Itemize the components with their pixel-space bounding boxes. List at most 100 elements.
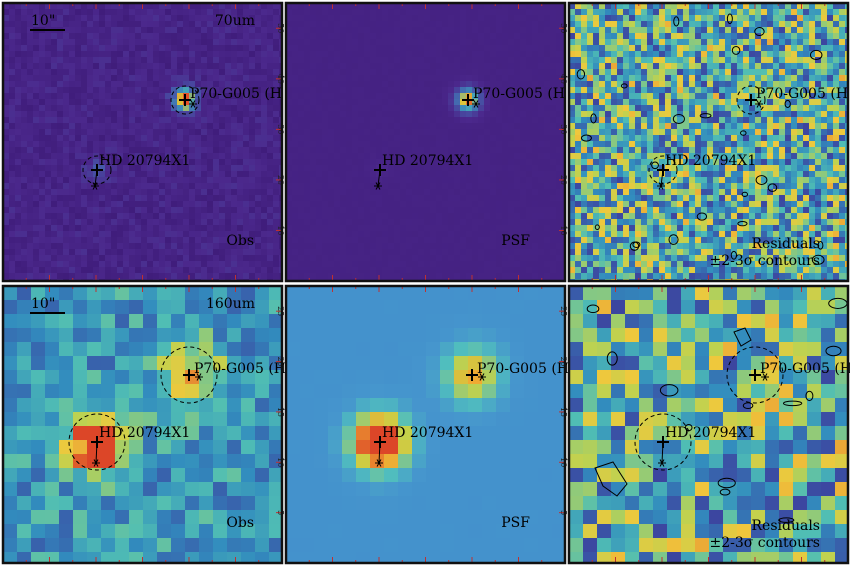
contour <box>809 49 823 61</box>
panel-border <box>284 1 567 283</box>
star-marker-secondary <box>472 100 480 108</box>
source-label-secondary: P70-G005 (H <box>473 86 565 102</box>
y-tick-label: 20 <box>559 175 568 185</box>
contour <box>651 161 659 170</box>
aperture-primary <box>634 413 692 471</box>
panel-sublabel: ±2-3σ contours <box>709 253 820 269</box>
y-tick-label: 25 <box>559 306 568 316</box>
contour <box>741 191 749 197</box>
contour <box>740 130 747 136</box>
plus-marker-secondary <box>462 94 474 106</box>
contour <box>811 254 825 265</box>
panel-sublabel: ±2-3σ contours <box>709 535 820 551</box>
contour <box>717 477 736 489</box>
plus-marker-secondary <box>466 369 478 381</box>
contour <box>594 224 600 230</box>
contour <box>825 345 842 357</box>
y-tick-label: 10 <box>276 457 285 467</box>
y-tick-label: 50 <box>559 23 568 33</box>
star-marker-secondary <box>189 100 197 108</box>
contour <box>778 517 795 523</box>
plus-marker-secondary <box>183 369 195 381</box>
y-tick-label: 30 <box>559 124 568 134</box>
image-pixels <box>3 286 282 563</box>
y-tick-label: 15 <box>276 407 285 417</box>
contour <box>784 99 791 109</box>
panel-border <box>567 1 850 283</box>
proper-motion-line <box>377 169 381 187</box>
contour <box>726 13 733 25</box>
y-tick-label: 25 <box>276 306 285 316</box>
panel-border <box>567 284 850 565</box>
plus-marker-secondary <box>179 94 191 106</box>
source-label-primary: HD 20794X1 <box>99 425 190 441</box>
band-label: 160um <box>206 296 255 312</box>
panel-psf-row1: 10 20 30 40 50 P70-G005 (H HD 20794X1 PSF <box>284 1 568 283</box>
panel-residual-row1: P70-G005 (H HD 20794X1 Residuals±2-3σ cont… <box>567 1 850 283</box>
contour <box>580 134 592 142</box>
y-tick-label: 40 <box>276 74 285 84</box>
contour <box>668 234 679 245</box>
star-marker-primary <box>374 182 382 190</box>
contour <box>594 461 628 497</box>
aperture-secondary <box>170 85 200 115</box>
source-label-secondary: P70-G005 (H <box>194 361 286 377</box>
panel-obs-row2: 5 10 15 20 25 P70-G005 (H HD 20794X1 Obs 10" 160u… <box>1 284 286 565</box>
aperture-secondary <box>160 346 218 404</box>
source-label-secondary: P70-G005 (H <box>477 361 569 377</box>
y-tick-label: 20 <box>276 175 285 185</box>
proper-motion-line <box>660 169 664 187</box>
y-tick-label: 20 <box>276 356 285 366</box>
source-label-primary: HD 20794X1 <box>665 425 756 441</box>
image-pixels <box>286 286 565 563</box>
contour <box>755 175 768 185</box>
contour <box>606 351 618 366</box>
contour <box>672 113 685 124</box>
y-tick-label: 10 <box>559 225 568 235</box>
star-marker-secondary <box>761 373 769 381</box>
image-pixels <box>286 3 565 281</box>
star-marker-secondary <box>755 100 763 108</box>
panel-label: PSF <box>501 515 530 531</box>
contour <box>632 241 641 248</box>
scale-bar-label: 10" <box>31 13 55 29</box>
aperture-primary <box>68 413 126 471</box>
contour <box>805 390 814 402</box>
y-tick-label: 30 <box>276 124 285 134</box>
y-tick-label: 10 <box>559 457 568 467</box>
y-tick-label: 10 <box>276 225 285 235</box>
source-label-secondary: P70-G005 (H <box>760 361 850 377</box>
panel-residual-row2: P70-G005 (H HD 20794X1 Residuals±2-3σ cont… <box>567 284 850 565</box>
panel-label: Obs <box>226 233 254 249</box>
proper-motion-line <box>95 441 98 464</box>
aperture-secondary <box>726 346 784 404</box>
panel-border <box>1 284 284 565</box>
source-label-primary: HD 20794X1 <box>382 425 473 441</box>
panel-psf-row2: 5 10 15 20 25 P70-G005 (H HD 20794X1 PSF <box>284 284 569 565</box>
source-label-primary: HD 20794X1 <box>665 153 756 169</box>
aperture-primary <box>648 155 678 185</box>
contour <box>730 250 737 260</box>
contour <box>754 27 765 37</box>
contour <box>590 113 597 124</box>
contour <box>742 402 754 410</box>
panel-border <box>284 284 567 565</box>
plus-marker-secondary <box>745 94 757 106</box>
source-label-primary: HD 20794X1 <box>99 153 190 169</box>
aperture-primary <box>82 155 112 185</box>
star-marker-primary <box>92 459 100 467</box>
band-label: 70um <box>215 13 255 29</box>
star-marker-primary <box>657 182 665 190</box>
image-pixels <box>569 3 848 281</box>
y-tick-label: 20 <box>559 356 568 366</box>
proper-motion-line <box>378 441 381 464</box>
contour <box>699 113 712 119</box>
plus-marker-secondary <box>749 369 761 381</box>
y-tick-label: 50 <box>276 23 285 33</box>
contour <box>782 400 803 407</box>
y-tick-label: 15 <box>559 407 568 417</box>
proper-motion-line <box>94 169 98 187</box>
image-pixels <box>3 3 282 281</box>
panel-label: Residuals <box>752 236 820 252</box>
